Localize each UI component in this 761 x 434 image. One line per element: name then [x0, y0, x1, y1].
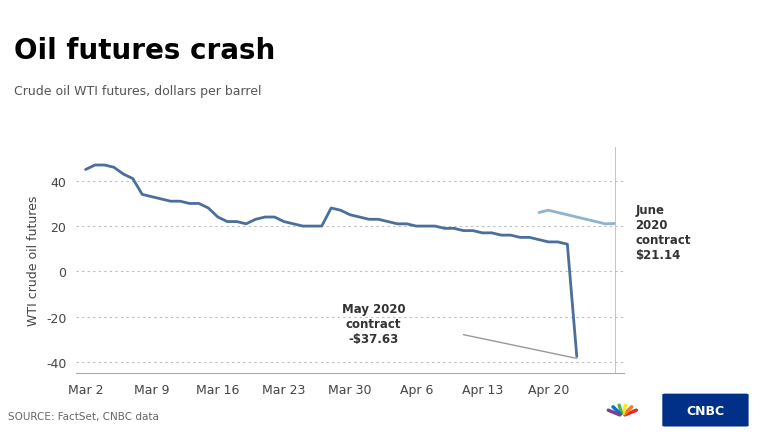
- Y-axis label: WTI crude oil futures: WTI crude oil futures: [27, 195, 40, 326]
- FancyBboxPatch shape: [662, 394, 749, 427]
- Text: SOURCE: FactSet, CNBC data: SOURCE: FactSet, CNBC data: [8, 411, 158, 421]
- Text: CNBC: CNBC: [686, 404, 724, 417]
- Text: June
2020
contract
$21.14: June 2020 contract $21.14: [635, 204, 691, 262]
- Text: Crude oil WTI futures, dollars per barrel: Crude oil WTI futures, dollars per barre…: [14, 85, 262, 98]
- Text: Oil futures crash: Oil futures crash: [14, 37, 275, 65]
- Text: May 2020
contract
-$37.63: May 2020 contract -$37.63: [342, 302, 406, 345]
